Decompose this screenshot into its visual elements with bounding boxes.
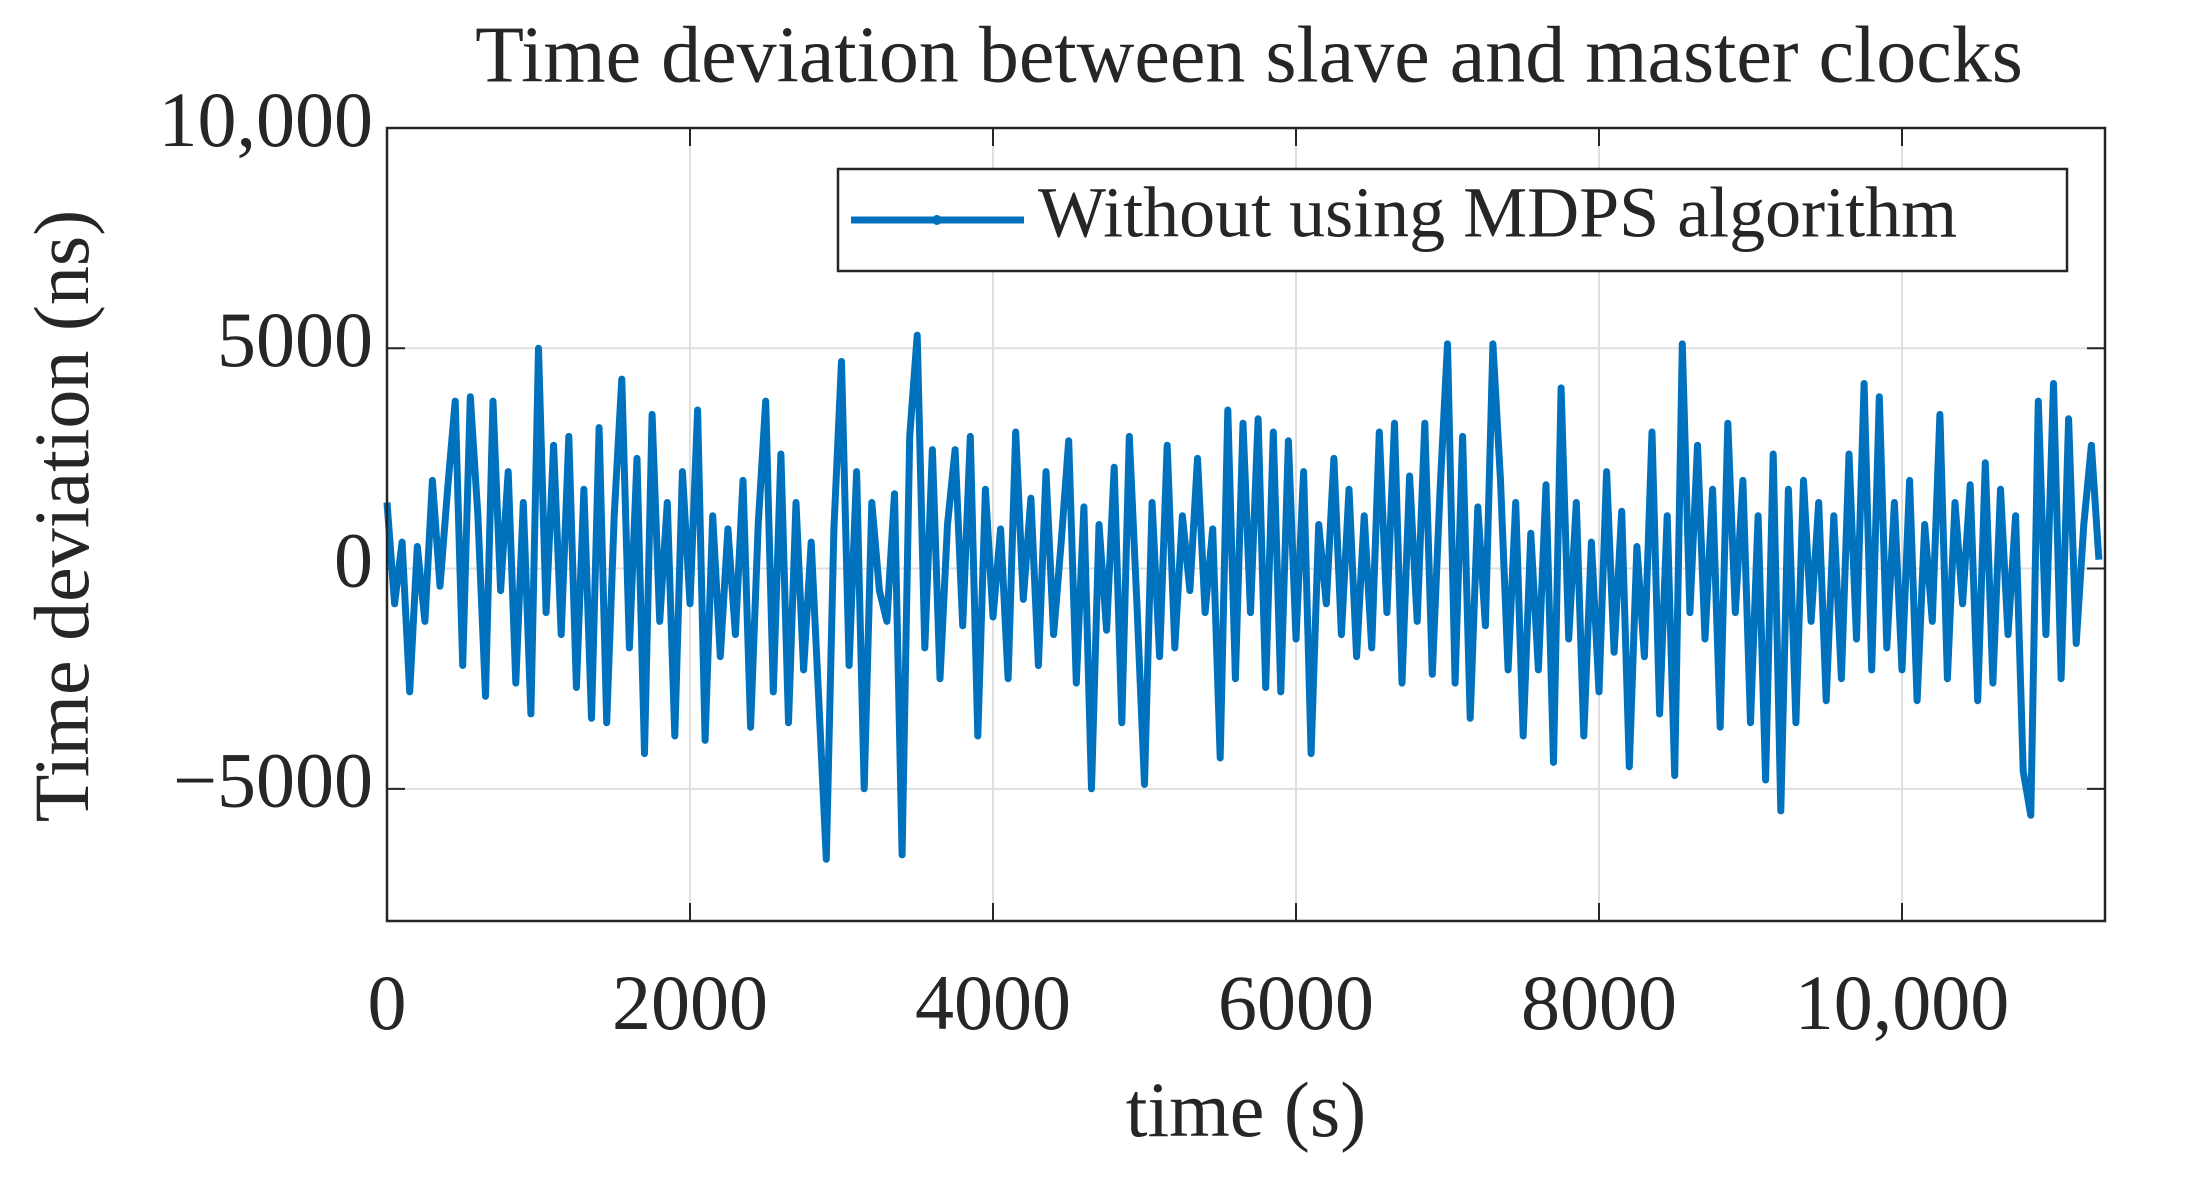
x-tick-label: 0: [368, 959, 407, 1046]
y-axis-label: Time deviation (ns): [18, 210, 105, 822]
plot-frame: [385, 126, 2107, 923]
data-line: [383, 331, 2103, 863]
x-tick-label: 2000: [612, 959, 768, 1046]
x-tick-label: 10,000: [1795, 959, 2010, 1046]
y-tick-label: 5000: [217, 296, 373, 383]
legend-box: [836, 167, 2069, 273]
x-axis-label: time (s): [1126, 1066, 1366, 1153]
legend-marker: [932, 215, 942, 225]
x-tick-label: 6000: [1218, 959, 1374, 1046]
y-tick-label: 10,000: [159, 76, 374, 163]
chart-title: Time deviation between slave and master …: [475, 11, 2023, 99]
y-tick-label: 0: [334, 516, 373, 603]
x-tick-label: 8000: [1521, 959, 1677, 1046]
y-tick-label: −5000: [173, 737, 373, 824]
legend-label: Without using MDPS algorithm: [1038, 173, 1957, 253]
x-tick-label: 4000: [915, 959, 1071, 1046]
